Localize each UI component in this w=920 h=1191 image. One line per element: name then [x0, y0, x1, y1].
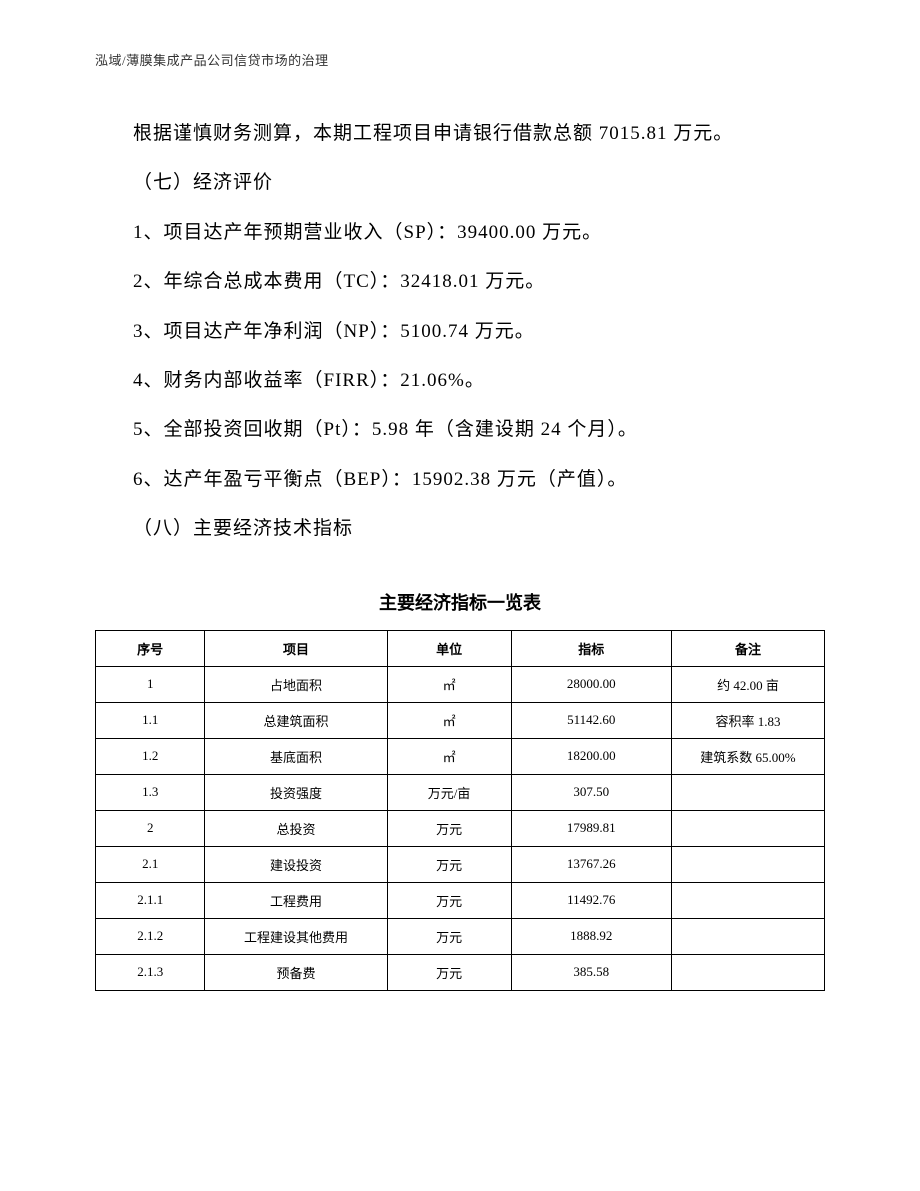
section-7-item-2: 2、年综合总成本费用（TC）：32418.01 万元。 [95, 257, 825, 306]
table-header-unit: 单位 [387, 630, 511, 666]
cell-note [671, 810, 824, 846]
cell-note [671, 918, 824, 954]
cell-seq: 2 [96, 810, 205, 846]
cell-value: 385.58 [511, 954, 671, 990]
table-row: 2.1.1 工程费用 万元 11492.76 [96, 882, 825, 918]
section-7-item-1: 1、项目达产年预期营业收入（SP）：39400.00 万元。 [95, 208, 825, 257]
table-row: 1.3 投资强度 万元/亩 307.50 [96, 774, 825, 810]
cell-value: 307.50 [511, 774, 671, 810]
cell-seq: 1.1 [96, 702, 205, 738]
table-row: 1.1 总建筑面积 ㎡ 51142.60 容积率 1.83 [96, 702, 825, 738]
cell-unit: ㎡ [387, 702, 511, 738]
cell-unit: 万元 [387, 846, 511, 882]
page-header: 泓域/薄膜集成产品公司信贷市场的治理 [95, 50, 825, 69]
cell-value: 1888.92 [511, 918, 671, 954]
cell-seq: 2.1.3 [96, 954, 205, 990]
cell-unit: ㎡ [387, 666, 511, 702]
table-row: 2.1.3 预备费 万元 385.58 [96, 954, 825, 990]
cell-unit: 万元 [387, 882, 511, 918]
cell-note [671, 882, 824, 918]
table-row: 2 总投资 万元 17989.81 [96, 810, 825, 846]
document-body: 根据谨慎财务测算，本期工程项目申请银行借款总额 7015.81 万元。 （七）经… [95, 109, 825, 554]
header-text: 泓域/薄膜集成产品公司信贷市场的治理 [95, 53, 329, 68]
cell-note: 约 42.00 亩 [671, 666, 824, 702]
cell-item: 基底面积 [205, 738, 387, 774]
section-8-heading: （八）主要经济技术指标 [95, 504, 825, 553]
cell-unit: ㎡ [387, 738, 511, 774]
cell-item: 投资强度 [205, 774, 387, 810]
cell-value: 13767.26 [511, 846, 671, 882]
table-header-item: 项目 [205, 630, 387, 666]
table-row: 2.1.2 工程建设其他费用 万元 1888.92 [96, 918, 825, 954]
cell-value: 17989.81 [511, 810, 671, 846]
cell-value: 18200.00 [511, 738, 671, 774]
section-7-item-3: 3、项目达产年净利润（NP）：5100.74 万元。 [95, 307, 825, 356]
cell-unit: 万元 [387, 918, 511, 954]
cell-item: 占地面积 [205, 666, 387, 702]
cell-seq: 1 [96, 666, 205, 702]
cell-item: 工程建设其他费用 [205, 918, 387, 954]
cell-note [671, 774, 824, 810]
economic-indicators-table: 序号 项目 单位 指标 备注 1 占地面积 ㎡ 28000.00 约 42.00… [95, 630, 825, 991]
cell-unit: 万元 [387, 810, 511, 846]
cell-item: 预备费 [205, 954, 387, 990]
cell-item: 建设投资 [205, 846, 387, 882]
section-7-item-5: 5、全部投资回收期（Pt）：5.98 年（含建设期 24 个月）。 [95, 405, 825, 454]
cell-note: 容积率 1.83 [671, 702, 824, 738]
section-7-heading: （七）经济评价 [95, 158, 825, 207]
cell-seq: 2.1.1 [96, 882, 205, 918]
table-header-note: 备注 [671, 630, 824, 666]
cell-note [671, 846, 824, 882]
table-header-value: 指标 [511, 630, 671, 666]
table-row: 1 占地面积 ㎡ 28000.00 约 42.00 亩 [96, 666, 825, 702]
cell-item: 总建筑面积 [205, 702, 387, 738]
cell-value: 28000.00 [511, 666, 671, 702]
cell-value: 11492.76 [511, 882, 671, 918]
cell-note [671, 954, 824, 990]
cell-seq: 2.1.2 [96, 918, 205, 954]
table-title: 主要经济指标一览表 [95, 589, 825, 615]
cell-item: 总投资 [205, 810, 387, 846]
cell-unit: 万元 [387, 954, 511, 990]
cell-value: 51142.60 [511, 702, 671, 738]
section-7-item-4: 4、财务内部收益率（FIRR）：21.06%。 [95, 356, 825, 405]
paragraph-intro: 根据谨慎财务测算，本期工程项目申请银行借款总额 7015.81 万元。 [95, 109, 825, 158]
cell-seq: 2.1 [96, 846, 205, 882]
cell-seq: 1.3 [96, 774, 205, 810]
table-header-row: 序号 项目 单位 指标 备注 [96, 630, 825, 666]
table-row: 2.1 建设投资 万元 13767.26 [96, 846, 825, 882]
cell-unit: 万元/亩 [387, 774, 511, 810]
cell-note: 建筑系数 65.00% [671, 738, 824, 774]
table-header-seq: 序号 [96, 630, 205, 666]
cell-item: 工程费用 [205, 882, 387, 918]
table-row: 1.2 基底面积 ㎡ 18200.00 建筑系数 65.00% [96, 738, 825, 774]
section-7-item-6: 6、达产年盈亏平衡点（BEP）：15902.38 万元（产值）。 [95, 455, 825, 504]
cell-seq: 1.2 [96, 738, 205, 774]
